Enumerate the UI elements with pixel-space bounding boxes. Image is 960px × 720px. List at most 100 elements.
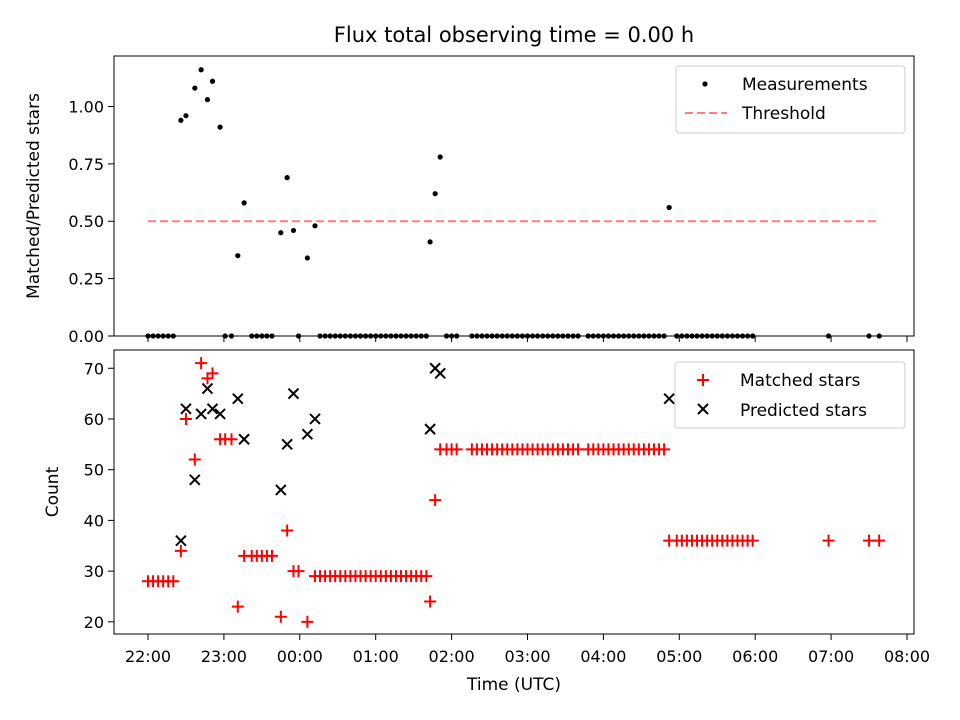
top-panel: 0.00 0.25 0.50 0.75 1.00 Matched/Predicted s… [24, 55, 915, 346]
legend-predicted-label: Predicted stars [740, 401, 867, 421]
top-legend: Measurements Threshold [675, 65, 906, 134]
matched-star-point [450, 443, 463, 456]
bottom-legend: Matched stars Predicted stars [674, 361, 906, 429]
bottom-legend-box [674, 361, 906, 429]
bottom-x-tick-label: 07:00 [808, 647, 854, 666]
x-axis-label: Time (UTC) [466, 675, 561, 695]
bottom-y-axis-label: Count [43, 466, 63, 517]
measurement-point [427, 239, 433, 245]
matched-star-point [658, 443, 671, 456]
matched-star-point [188, 453, 201, 466]
legend-matched-marker [697, 374, 709, 386]
measurement-point [178, 117, 184, 123]
bottom-panel: 20 30 40 50 60 70 22:00 23:00 00:00 01:00 02:00 03… [43, 349, 930, 695]
bottom-x-tick-label: 03:00 [504, 647, 550, 666]
bottom-y-tick-label: 40 [84, 511, 104, 530]
matched-star-point [281, 524, 294, 537]
top-x-ticks [147, 336, 908, 342]
predicted-star-point [206, 403, 219, 415]
bottom-y-tick-label: 50 [84, 461, 104, 480]
bottom-x-tick-label: 04:00 [580, 647, 626, 666]
predicted-star-point [434, 367, 446, 380]
bottom-x-ticks: 22:00 23:00 00:00 01:00 02:00 03:00 04:00 05:00… [125, 634, 930, 666]
top-axes-frame [113, 55, 915, 337]
bottom-x-tick-label: 08:00 [884, 647, 930, 666]
chart-title: Flux total observing time = 0.00 h [334, 23, 694, 47]
predicted-star-point [424, 423, 436, 435]
measurement-point [304, 255, 310, 261]
predicted-star-point [309, 413, 321, 425]
matched-star-point [274, 610, 287, 623]
matched-star-point [231, 600, 244, 613]
matched-star-point [873, 534, 886, 547]
matched-star-point [863, 534, 876, 547]
bottom-x-tick-label: 23:00 [201, 647, 247, 666]
predicted-star-point [201, 382, 214, 395]
matched-star-point [301, 615, 314, 628]
predicted-star-point [214, 408, 226, 420]
measurement-point [666, 204, 672, 211]
legend-measurements-marker [702, 81, 708, 87]
bottom-y-ticks: 20 30 40 50 60 70 [84, 359, 114, 632]
matched-star-point [822, 534, 835, 547]
top-y-tick-label: 0.75 [68, 155, 104, 174]
predicted-star-point [232, 392, 244, 405]
predicted-star-point [238, 433, 250, 445]
measurement-point [437, 154, 443, 160]
measurement-point [209, 78, 216, 84]
matched-star-point [195, 357, 208, 370]
measurement-point [192, 85, 198, 91]
bottom-x-tick-label: 01:00 [353, 647, 399, 666]
top-legend-box [675, 65, 906, 134]
predicted-star-point [275, 484, 287, 496]
predicted-star-point [301, 428, 314, 440]
matched-star-point [420, 570, 433, 583]
measurement-point [183, 113, 189, 119]
bottom-y-tick-label: 20 [84, 613, 104, 632]
bottom-y-tick-label: 70 [84, 359, 104, 378]
legend-threshold-label: Threshold [741, 104, 826, 124]
predicted-star-point [180, 403, 192, 415]
measurement-point [198, 67, 204, 73]
predicted-star-point [195, 408, 207, 420]
top-y-axis-label: Matched/Predicted stars [24, 93, 44, 299]
bottom-marks [142, 357, 886, 628]
legend-measurements-label: Measurements [742, 75, 868, 95]
measurement-point [278, 230, 284, 236]
bottom-y-tick-label: 30 [84, 562, 104, 581]
matched-star-point [424, 595, 437, 608]
measurement-point [432, 191, 438, 197]
top-y-tick-label: 1.00 [68, 97, 104, 116]
measurement-point [217, 124, 223, 130]
bottom-x-tick-label: 05:00 [656, 647, 702, 666]
matched-star-point [206, 367, 219, 380]
matched-star-point [746, 534, 759, 547]
legend-predicted-marker [697, 403, 709, 415]
measurement-point [241, 200, 247, 206]
bottom-x-tick-label: 06:00 [732, 647, 778, 666]
top-y-tick-label: 0.00 [68, 327, 104, 346]
measurement-point [204, 97, 211, 103]
legend-matched-label: Matched stars [740, 371, 860, 391]
top-y-ticks: 0.00 0.25 0.50 0.75 1.00 [68, 97, 114, 346]
measurement-point [290, 227, 297, 234]
measurement-point [312, 223, 318, 229]
predicted-star-point [175, 534, 187, 547]
matched-star-point [179, 412, 192, 425]
measurement-point [284, 175, 290, 181]
matched-star-point [201, 372, 214, 385]
bottom-x-tick-label: 00:00 [277, 647, 323, 666]
predicted-star-point [663, 392, 675, 405]
bottom-x-tick-label: 02:00 [429, 647, 475, 666]
matched-star-point [167, 575, 180, 588]
top-y-tick-label: 0.50 [68, 212, 104, 231]
matched-star-point [174, 544, 187, 557]
predicted-star-point [287, 387, 300, 400]
matched-star-point [429, 494, 442, 507]
bottom-x-tick-label: 22:00 [125, 647, 171, 666]
bottom-axes-frame [113, 349, 915, 635]
top-y-tick-label: 0.25 [68, 270, 104, 289]
matched-star-point [225, 433, 238, 446]
bottom-y-tick-label: 60 [84, 410, 104, 429]
